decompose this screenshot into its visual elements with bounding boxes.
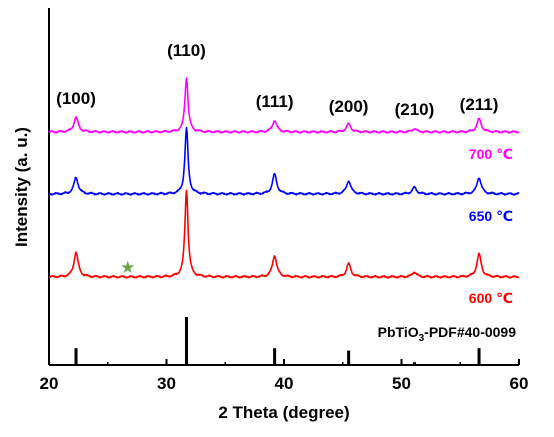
traces (48, 77, 520, 279)
plot-area: 20 30 40 50 60 (100) (110) (111) (200) (210) (211… (40, 8, 529, 393)
hkl-label: (110) (167, 41, 206, 60)
reference-label: PbTiO3-PDF#40-0099 (378, 324, 517, 344)
x-tick-label: 20 (40, 374, 59, 393)
series-labels: 700 ℃ 650 ℃ 600 ℃ (469, 146, 513, 306)
x-ticks: 20 30 40 50 60 (40, 359, 529, 393)
hkl-label: (111) (256, 92, 294, 111)
hkl-labels: (100) (110) (111) (200) (210) (211) (56, 41, 498, 119)
reference-sticks (74, 317, 481, 365)
y-axis-title: Intensity (a. u.) (12, 127, 31, 247)
reference-label-main: PbTiO (378, 324, 419, 340)
x-tick-label: 40 (275, 374, 294, 393)
series-label: 650 ℃ (469, 208, 513, 224)
series-line-2 (48, 189, 520, 279)
hkl-label: (211) (460, 95, 499, 114)
x-tick-label: 30 (157, 374, 176, 393)
hkl-label: (210) (395, 100, 435, 119)
series-line-1 (48, 126, 520, 196)
reference-label-rest: -PDF#40-0099 (424, 324, 516, 340)
series-label: 600 ℃ (469, 290, 513, 306)
x-axis-title: 2 Theta (degree) (218, 403, 349, 422)
hkl-label: (100) (56, 89, 96, 108)
reference-label-sub: 3 (419, 333, 425, 344)
series-label: 700 ℃ (469, 146, 513, 162)
x-tick-label: 50 (392, 374, 411, 393)
series-line-0 (48, 77, 520, 134)
x-tick-label: 60 (510, 374, 529, 393)
hkl-label: (200) (329, 97, 369, 116)
impurity-star-marker: ★ (120, 258, 135, 277)
